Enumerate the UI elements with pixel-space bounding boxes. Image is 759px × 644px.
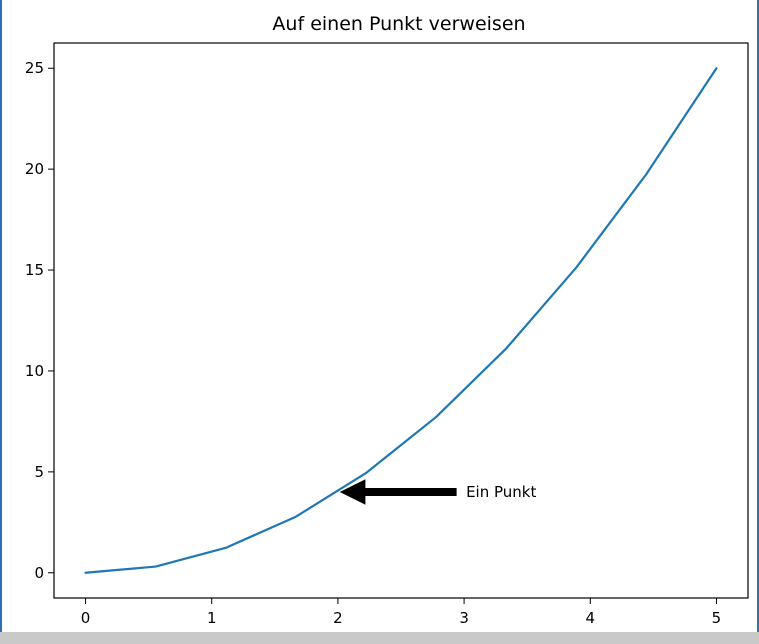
window-left-edge (0, 0, 2, 644)
x-tick-label-5: 5 (712, 609, 722, 627)
y-tick-label-2: 10 (25, 362, 44, 380)
x-tick-label-0: 0 (81, 609, 91, 627)
x-tick-label-2: 2 (333, 609, 343, 627)
y-tick-label-0: 0 (34, 564, 44, 582)
plot-frame (53, 42, 749, 599)
x-tick-label-1: 1 (207, 609, 217, 627)
x-tick-label-4: 4 (585, 609, 595, 627)
series-line-0 (84, 67, 718, 574)
x-tick-label-3: 3 (459, 609, 469, 627)
y-tick-label-4: 20 (25, 160, 44, 178)
window-right-edge (757, 0, 759, 644)
annotation-arrow-0 (339, 479, 457, 505)
y-tick-label-5: 25 (25, 59, 44, 77)
annotation-label-0: Ein Punkt (466, 483, 536, 501)
bottom-scrollbar (0, 632, 759, 644)
y-tick-label-1: 5 (34, 463, 44, 481)
y-tick-label-3: 15 (25, 261, 44, 279)
chart-title: Auf einen Punkt verweisen (272, 13, 525, 35)
